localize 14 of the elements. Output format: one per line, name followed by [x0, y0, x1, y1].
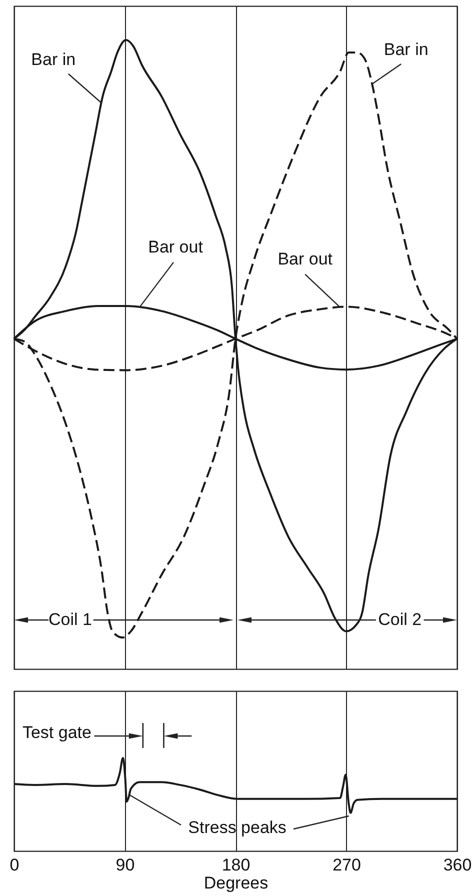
- annotation: Bar in: [384, 40, 428, 59]
- x-tick-label: 360: [443, 856, 472, 874]
- annotation: Bar in: [31, 50, 76, 69]
- annotation: Coil 1: [48, 610, 92, 629]
- x-tick-label: 180: [222, 856, 250, 874]
- x-tick-label: 90: [116, 856, 135, 874]
- annotation: Stress peaks: [188, 818, 286, 837]
- text: Test gate: [22, 723, 92, 742]
- x-tick-label: 0: [10, 856, 20, 874]
- annotation: Bar out: [278, 249, 333, 268]
- annotation: Coil 2: [378, 610, 422, 629]
- x-tick-label: 270: [332, 856, 361, 874]
- x-axis-title: Degrees: [204, 874, 268, 892]
- annotation: Bar out: [148, 237, 204, 256]
